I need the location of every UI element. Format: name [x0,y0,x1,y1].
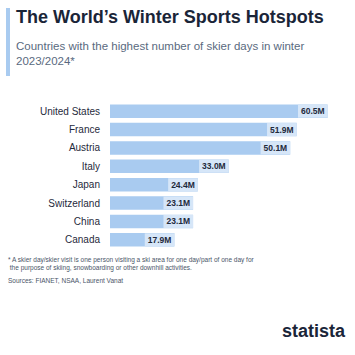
svg-text:Canada: Canada [65,234,100,245]
svg-text:60.5M: 60.5M [301,106,325,116]
svg-text:United States: United States [40,106,100,117]
svg-text:24.4M: 24.4M [171,180,195,190]
svg-text:Countries with the highest num: Countries with the highest number of ski… [16,40,307,52]
svg-text:50.1M: 50.1M [264,143,288,153]
svg-text:France: France [69,124,101,135]
svg-text:Switzerland: Switzerland [48,198,100,209]
svg-text:Sources: FIANET, NSAA, Laurent: Sources: FIANET, NSAA, Laurent Vanat [8,277,123,284]
svg-text:17.9M: 17.9M [148,235,172,245]
svg-text:Austria: Austria [69,142,101,153]
svg-text:2023/2024*: 2023/2024* [16,55,75,67]
svg-text:33.0M: 33.0M [202,161,226,171]
svg-text:23.1M: 23.1M [166,198,190,208]
svg-text:51.9M: 51.9M [270,125,294,135]
svg-text:China: China [74,216,101,227]
svg-text:Italy: Italy [82,161,100,172]
svg-text:The World’s Winter Sports Hots: The World’s Winter Sports Hotspots [16,7,324,27]
svg-text:23.1M: 23.1M [166,216,190,226]
svg-text:the purpose of skiing, snowboa: the purpose of skiing, snowboarding or o… [8,264,192,272]
svg-text:* A skier day/skier visit is o: * A skier day/skier visit is one person … [8,256,255,264]
svg-text:Japan: Japan [73,179,100,190]
svg-text:statista: statista [282,321,346,341]
